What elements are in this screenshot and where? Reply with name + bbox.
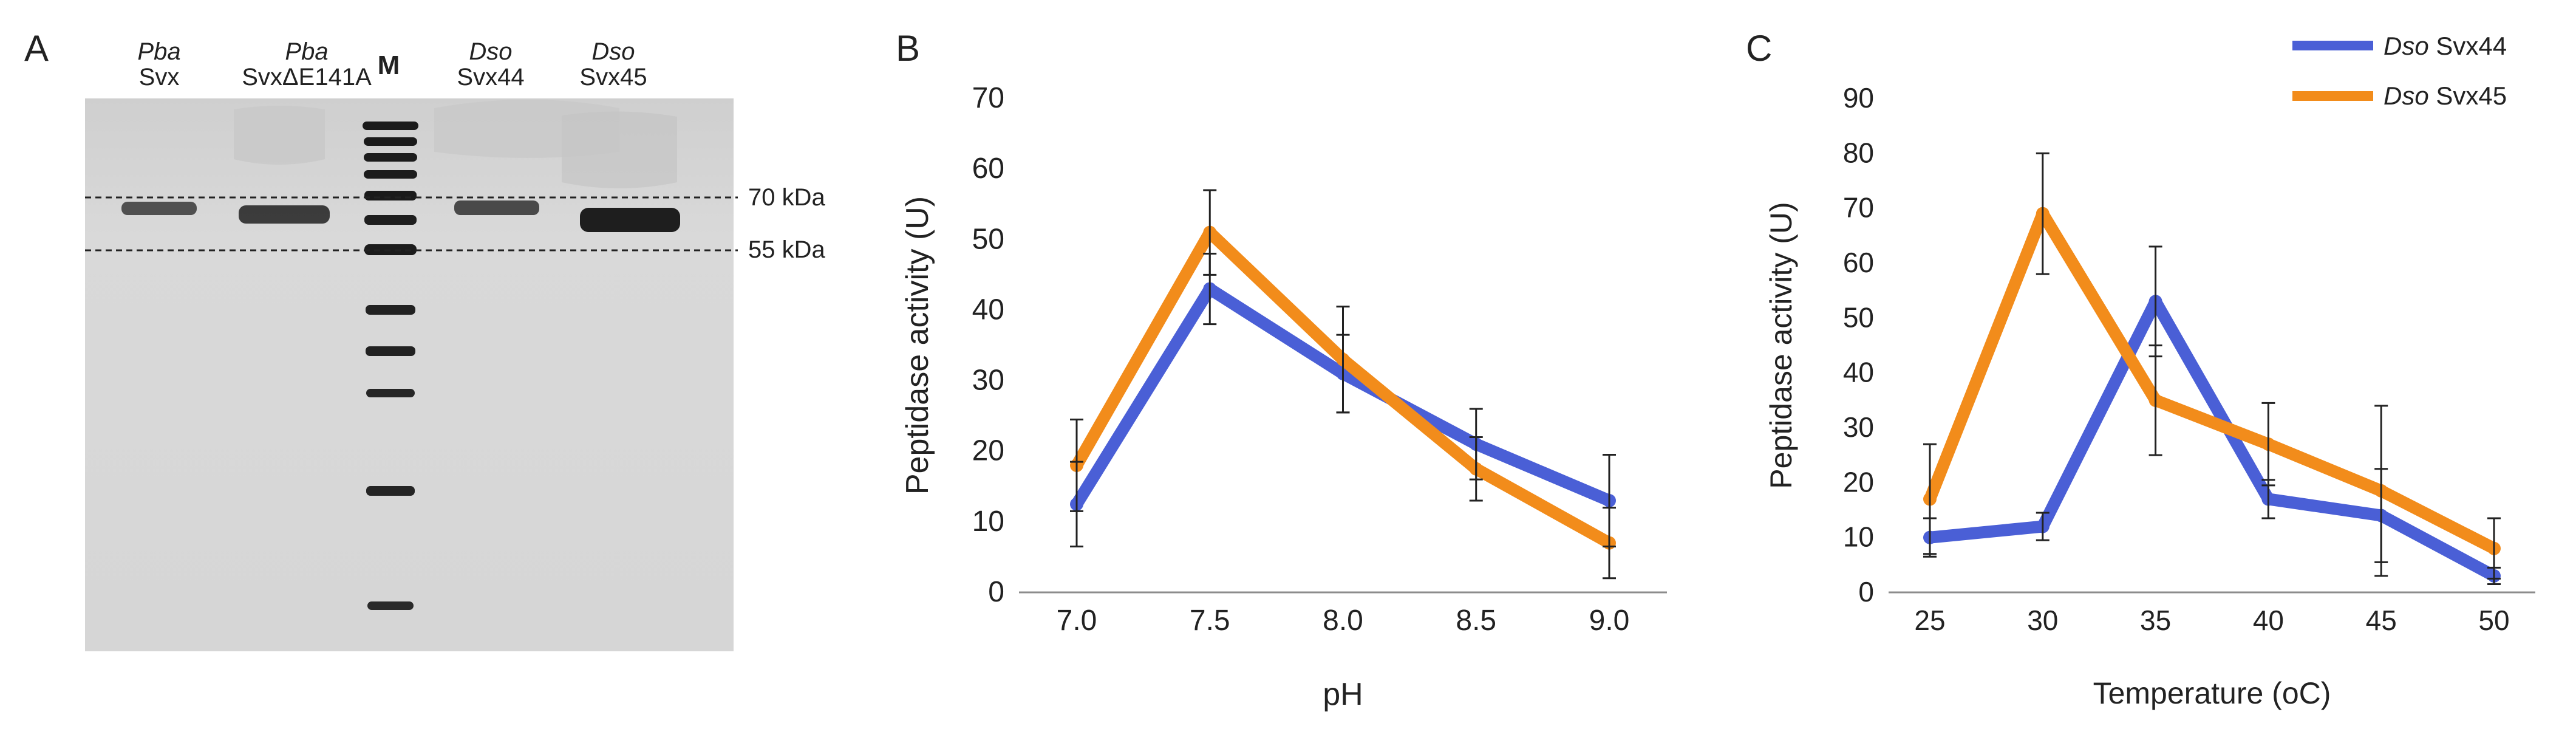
chart-b-y-tick-label: 50 xyxy=(972,223,1004,255)
chart-b-y-tick-label: 60 xyxy=(972,152,1004,185)
chart-b-x-tick-label: 7.5 xyxy=(1190,605,1230,637)
chart-b-error-bar xyxy=(1336,306,1350,414)
chart-b-x-tick-label: 8.0 xyxy=(1323,605,1363,637)
chart-b-error-bar xyxy=(1603,507,1616,580)
legend-name-svx45: Svx45 xyxy=(2436,81,2507,110)
chart-c-y-tick-label: 40 xyxy=(1843,357,1874,388)
chart-c-y-tick-label: 60 xyxy=(1843,247,1874,278)
ladder-band xyxy=(364,170,417,179)
chart-c-x-tick-label: 40 xyxy=(2253,605,2284,636)
chart-b-y-tick-label: 0 xyxy=(988,576,1004,608)
marker-lane-label: M xyxy=(378,50,400,80)
gel-well xyxy=(562,111,677,188)
ladder-band xyxy=(364,137,417,146)
gel-well xyxy=(234,106,325,165)
chart-b-y-tick-label: 30 xyxy=(972,365,1004,397)
chart-b-y-tick-label: 20 xyxy=(972,435,1004,467)
chart-c-x-tick-label: 30 xyxy=(2027,605,2058,636)
chart-b-y-tick-label: 10 xyxy=(972,505,1004,538)
chart-b-error-bar xyxy=(1469,436,1483,502)
panel-c: C 0 10 20 30 40 50 60 70 80 90 25 30 35 40 45 50 Tempera… xyxy=(1746,28,2535,710)
ladder-band xyxy=(366,305,415,315)
chart-c-series-svx44-line xyxy=(1924,295,2500,582)
ladder-band xyxy=(366,486,415,496)
chart-c-error-bar xyxy=(2036,152,2050,275)
chart-c-y-tick-label: 30 xyxy=(1843,411,1874,443)
marker-70kda-label: 70 kDa xyxy=(748,184,825,211)
chart-c-x-tick-label: 45 xyxy=(2366,605,2397,636)
chart-b: 0 10 20 30 40 50 60 70 7.0 7.5 8.0 8.5 9.0 pH Peptidas… xyxy=(900,82,1667,712)
chart-c-x-tick-label: 50 xyxy=(2478,605,2509,636)
chart-c-x-axis-label: Temperature (oC) xyxy=(2093,676,2331,710)
chart-c-error-bar xyxy=(2148,344,2162,456)
chart-c-series-svx45-line xyxy=(1924,207,2500,555)
gel-band-pba-svx-e141a xyxy=(239,205,330,224)
chart-c-y-tick-label: 90 xyxy=(1843,82,1874,114)
chart-c-x-tick-label: 35 xyxy=(2140,605,2171,636)
chart-c-y-axis-label: Peptidase activity (U) xyxy=(1764,202,1798,488)
chart-c-error-bar xyxy=(1923,443,1937,555)
chart-b-error-bar xyxy=(1203,189,1217,276)
panel-b-letter: B xyxy=(896,28,920,69)
chart-c-y-tick-label: 80 xyxy=(1843,137,1874,168)
ladder-band xyxy=(364,153,417,162)
legend-name-svx44: Svx44 xyxy=(2436,32,2507,60)
chart-c-error-bar xyxy=(2261,402,2275,487)
chart-c-y-tick-label: 10 xyxy=(1843,521,1874,553)
legend-label-svx44: Dso Svx44 xyxy=(2383,32,2507,60)
chart-c-y-tick-label: 0 xyxy=(1858,576,1874,608)
ladder-band xyxy=(364,191,417,200)
gel-band-pba-svx xyxy=(121,202,197,215)
chart-c-y-tick-label: 70 xyxy=(1843,192,1874,224)
gel-band-dso-svx45 xyxy=(580,208,680,232)
lane-3-species: Dso xyxy=(469,38,512,65)
ladder-band xyxy=(364,215,417,225)
panel-a-letter: A xyxy=(24,28,49,69)
chart-c-error-bar xyxy=(2036,512,2050,541)
lane-4-label: Svx45 xyxy=(579,64,647,91)
chart-b-x-tick-label: 9.0 xyxy=(1589,605,1630,637)
chart-b-x-tick-label: 7.0 xyxy=(1057,605,1097,637)
chart-b-y-axis-label: Peptidase activity (U) xyxy=(900,196,935,495)
chart-c-error-bar xyxy=(2374,405,2388,577)
lane-1-species: Pba xyxy=(137,38,180,65)
legend-label-svx45: Dso Svx45 xyxy=(2383,81,2507,110)
chart-b-y-tick-label: 70 xyxy=(972,82,1004,114)
ladder-band xyxy=(363,122,418,130)
marker-55kda-label: 55 kDa xyxy=(748,236,825,263)
legend: Dso Svx44 Dso Svx45 xyxy=(2292,32,2507,110)
legend-species-svx45: Dso xyxy=(2383,81,2429,110)
lane-1-label: Svx xyxy=(139,64,180,91)
chart-c-y-tick-label: 20 xyxy=(1843,466,1874,498)
panel-a: A Pba Svx Pba SvxΔE141A M Dso Svx44 Dso … xyxy=(24,28,825,651)
gel-image xyxy=(85,98,734,651)
chart-c: 0 10 20 30 40 50 60 70 80 90 25 30 35 40 45 50 Temperatu… xyxy=(1764,82,2535,710)
chart-c-y-tick-label: 50 xyxy=(1843,301,1874,333)
ladder-band xyxy=(366,389,415,397)
legend-species-svx44: Dso xyxy=(2383,32,2429,60)
chart-b-x-axis-label: pH xyxy=(1323,677,1363,712)
chart-c-error-bar xyxy=(2487,517,2501,580)
lane-2-label: SvxΔE141A xyxy=(242,64,372,91)
panel-c-letter: C xyxy=(1746,28,1772,69)
gel-band-dso-svx44 xyxy=(454,200,539,215)
lane-3-label: Svx44 xyxy=(457,64,524,91)
lane-2-species: Pba xyxy=(285,38,328,65)
chart-c-x-tick-label: 25 xyxy=(1914,605,1945,636)
chart-b-error-bar xyxy=(1070,418,1083,512)
ladder-band xyxy=(367,601,414,610)
lane-4-species: Dso xyxy=(591,38,635,65)
chart-b-x-tick-label: 8.5 xyxy=(1456,605,1496,637)
panel-b: B 0 10 20 30 40 50 60 70 7.0 7.5 8.0 8.5 9.0 pH Peptid… xyxy=(896,28,1667,712)
ladder-band xyxy=(366,346,415,356)
chart-b-y-tick-label: 40 xyxy=(972,293,1004,326)
